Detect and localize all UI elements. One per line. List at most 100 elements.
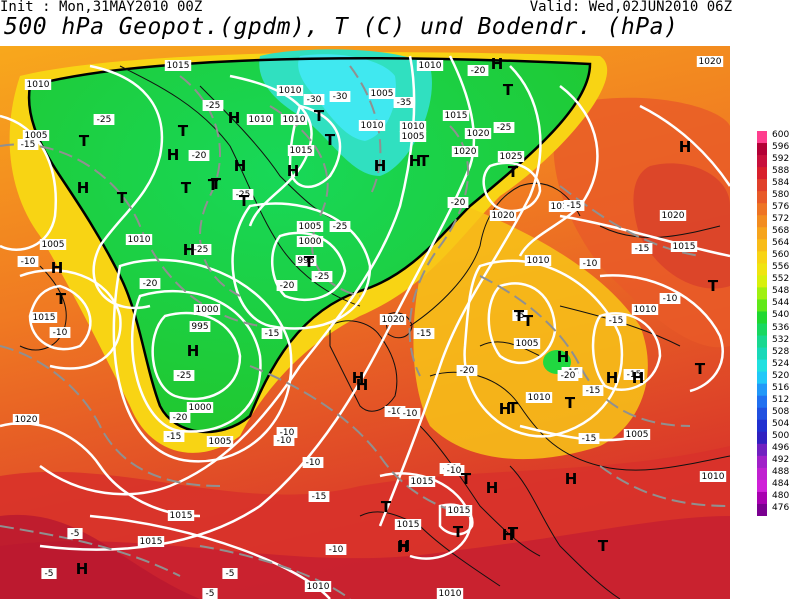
isobar-label: 1005 [299, 222, 322, 232]
high-center-label: H [486, 479, 499, 497]
temperature-label-box [329, 221, 351, 232]
isobar-label-box [416, 60, 444, 71]
isobar-label-box [24, 79, 52, 90]
isobar-label: 1020 [15, 415, 38, 425]
temperature-label: -10 [663, 294, 678, 304]
isobar-label-box [125, 234, 153, 245]
low-center-label: T [181, 179, 192, 197]
colorbar-swatch [757, 287, 767, 300]
colorbar-swatch [757, 443, 767, 457]
high-center-label: H [287, 162, 300, 180]
temperature-label: -25 [497, 123, 512, 133]
low-center-label: T [508, 524, 519, 542]
colorbar-swatch [757, 395, 767, 409]
isobar-label-box [379, 314, 407, 325]
temperature-label: -10 [277, 436, 292, 446]
temperature-label: -15 [567, 201, 582, 211]
isobar-label: 1015 [673, 242, 696, 252]
temperature-label-box [579, 258, 601, 269]
temperature-label: -10 [388, 407, 403, 417]
isobar-label: 1010 [528, 393, 551, 403]
colorbar-level-label: 528 [772, 346, 790, 357]
temperature-label-box [631, 243, 653, 254]
temperature-label-box [512, 310, 528, 321]
isobar-label-box [304, 581, 332, 592]
colorbar-swatch [757, 251, 767, 264]
temperature-label-box [276, 427, 298, 438]
temperature-label-box [557, 370, 579, 381]
temperature-label-box [222, 568, 238, 579]
isobar-label: 1010 [279, 86, 302, 96]
isobar-label-box [497, 151, 525, 162]
colorbar-level-label: 588 [772, 166, 790, 177]
high-center-label: H [502, 526, 515, 544]
chart-header: Init : Mon,31MAY2010 00Z Valid: Wed,02JU… [0, 0, 790, 46]
isobar-label-box [525, 392, 553, 403]
isobar-label: 1015 [290, 146, 313, 156]
temperature-label: -15 [417, 329, 432, 339]
isobar-label: 1010 [634, 305, 657, 315]
init-time: Init : Mon,31MAY2010 00Z [0, 0, 203, 15]
colorbar-swatch [757, 359, 767, 373]
isobar-label-box [623, 429, 651, 440]
low-center-label: T [523, 312, 534, 330]
colorbar-level-label: 532 [772, 334, 790, 345]
isobar-label: 1005 [42, 240, 65, 250]
low-center-label: T [598, 537, 609, 555]
temperature-label: -10 [447, 466, 462, 476]
high-center-label: H [632, 369, 645, 387]
isobar-label-box [659, 210, 687, 221]
temperature-label-box [67, 528, 83, 539]
colorbar-swatch [757, 491, 767, 505]
temperature-label-box [302, 457, 324, 468]
isobar-label-box [295, 255, 317, 266]
high-center-label: H [565, 470, 578, 488]
isobar-label: 1010 [439, 589, 462, 599]
isobar-label-box [137, 536, 165, 547]
isobar-label-box [296, 236, 324, 247]
high-center-label: H [77, 179, 90, 197]
temperature-label-box [17, 139, 39, 150]
temperature-label: -20 [561, 371, 576, 381]
high-center-label: H [398, 537, 411, 555]
temperature-label-box [325, 544, 347, 555]
temperature-label: -20 [280, 281, 295, 291]
high-center-label: H [356, 376, 369, 394]
colorbar-swatch [757, 503, 767, 516]
isobar-label-box [280, 114, 308, 125]
colorbar-level-label: 572 [772, 214, 790, 225]
temperature-label-box [443, 465, 465, 476]
isobar-label: 1015 [397, 520, 420, 530]
colorbar-swatch [757, 407, 767, 421]
isobar-label: 1010 [361, 121, 384, 131]
isobar-label-box [451, 146, 479, 157]
high-center-label: H [499, 400, 512, 418]
colorbar-swatch [757, 311, 767, 324]
isobar-label: 1020 [467, 129, 490, 139]
isobar-label: 1010 [402, 122, 425, 132]
isobar-label-box [513, 338, 541, 349]
colorbar-swatch [757, 227, 767, 240]
low-center-label: T [503, 81, 514, 99]
colorbar-swatch [757, 155, 767, 168]
isobar-label: 1020 [454, 147, 477, 157]
temperature-labels: -20-25-25-30 -35-30-25-15-20-25-25-25-20-… [17, 65, 681, 599]
isobar-label: 1010 [249, 115, 272, 125]
temperature-label-box [188, 150, 210, 161]
low-center-label: T [56, 290, 67, 308]
isobar-label-box [670, 241, 698, 252]
temperature-label-box [413, 328, 435, 339]
isobar-label-box [246, 114, 274, 125]
colorbar-swatch [757, 239, 767, 252]
temperature-label-box [139, 278, 161, 289]
high-center-label: H [51, 259, 64, 277]
colorbar-level-label: 580 [772, 190, 790, 201]
colorbar-swatch [757, 335, 767, 349]
temperature-label-box [169, 412, 191, 423]
isobar-label-box [12, 414, 40, 425]
temperature-label-box [447, 197, 469, 208]
temperature-label-box [311, 271, 333, 282]
high-center-label: H [167, 146, 180, 164]
colorbar-swatch [757, 467, 767, 481]
